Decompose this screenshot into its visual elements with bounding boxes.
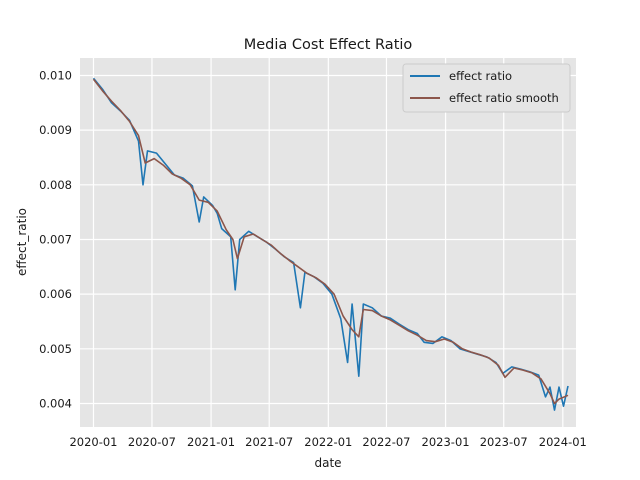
y-tick-label: 0.008 <box>39 178 72 192</box>
x-tick-label: 2024-01 <box>539 435 587 449</box>
x-tick-label: 2020-07 <box>128 435 176 449</box>
chart-title: Media Cost Effect Ratio <box>244 37 413 53</box>
y-tick-label: 0.009 <box>39 123 72 137</box>
x-tick-label: 2023-07 <box>480 435 528 449</box>
legend-label-effect-ratio-smooth: effect ratio smooth <box>449 91 559 105</box>
y-tick-label: 0.005 <box>39 342 72 356</box>
tick-labels: 2020-01 2020-07 2021-01 2021-07 2022-01 2022-… <box>39 68 587 449</box>
x-tick-label: 2021-01 <box>187 435 235 449</box>
x-axis-label: date <box>314 456 341 470</box>
grid <box>80 58 576 427</box>
y-tick-label: 0.010 <box>39 68 72 82</box>
y-tick-label: 0.007 <box>39 232 72 246</box>
x-tick-label: 2020-01 <box>69 435 117 449</box>
x-tick-label: 2022-07 <box>362 435 410 449</box>
y-tick-label: 0.006 <box>39 287 72 301</box>
legend-box <box>402 63 571 113</box>
x-tick-label: 2023-01 <box>422 435 470 449</box>
legend-label-effect-ratio: effect ratio <box>449 69 512 83</box>
x-tick-label: 2022-01 <box>304 435 352 449</box>
series-layer <box>92 77 569 411</box>
series-line-effect-ratio-smooth <box>92 78 569 405</box>
y-axis-label: effect_ratio <box>15 208 29 276</box>
legend: effect ratio effect ratio smooth <box>402 63 571 113</box>
x-tick-label: 2021-07 <box>245 435 293 449</box>
y-tick-label: 0.004 <box>39 396 72 410</box>
